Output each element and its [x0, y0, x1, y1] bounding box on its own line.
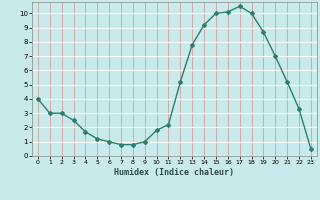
- X-axis label: Humidex (Indice chaleur): Humidex (Indice chaleur): [115, 168, 234, 177]
